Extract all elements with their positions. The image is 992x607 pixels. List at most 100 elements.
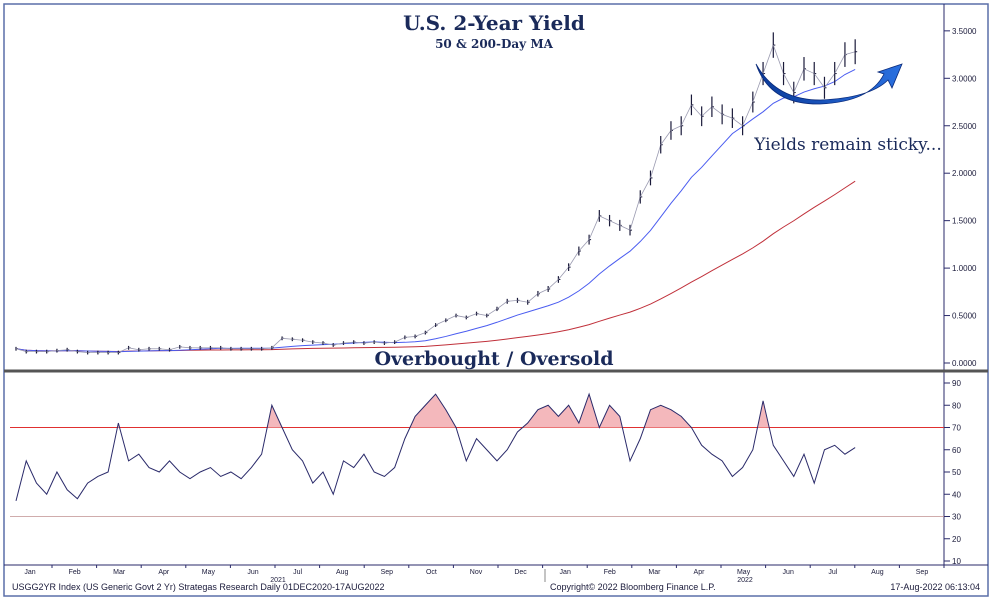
x-axis: Jan Feb Mar Apr May Jun Jul Aug Sep Oct Nov Dec Jan F… (24, 565, 945, 584)
x-month-label: Jun (247, 569, 258, 576)
y-tick-label: 2.5000 (952, 122, 977, 131)
price-connector (527, 293, 539, 303)
rsi-panel: 10 20 30 40 50 60 70 80 90 (10, 379, 961, 566)
price-connector (650, 144, 662, 179)
price-connector (517, 299, 528, 303)
price-connector (742, 101, 754, 126)
x-year-label: 2021 (270, 577, 286, 584)
x-month-label: Apr (158, 569, 170, 576)
price-connector (404, 336, 416, 338)
price-connector (813, 73, 825, 89)
y-tick-label: 0.5000 (952, 312, 977, 321)
x-month-label: Mar (113, 569, 126, 576)
x-month-label: Apr (694, 569, 706, 576)
price-connector (128, 347, 139, 351)
x-month-label: May (737, 569, 751, 576)
x-month-label: Jan (24, 569, 35, 576)
price-connector (46, 350, 57, 353)
price-connector (435, 319, 446, 326)
rsi-y-tick-label: 60 (952, 446, 961, 455)
price-connector (271, 338, 283, 349)
x-month-label: Jun (783, 569, 794, 576)
rsi-y-tick-label: 20 (952, 535, 961, 544)
price-connector (670, 125, 682, 131)
overbought-fill (16, 394, 856, 428)
price-connector (343, 341, 354, 344)
price-connector (568, 250, 580, 268)
price-connector (660, 130, 672, 145)
x-month-label: Nov (470, 569, 483, 576)
x-month-label: Jul (828, 569, 837, 576)
price-connector (333, 342, 344, 346)
footer-source: USGG2YR Index (US Generic Govt 2 Yr) Str… (12, 582, 385, 592)
outer-frame (3, 3, 989, 597)
price-connector (15, 348, 27, 352)
price-connector (220, 347, 231, 350)
price-connector (353, 341, 364, 344)
price-connector (834, 54, 846, 74)
x-month-label: Jul (293, 569, 302, 576)
price-connector (772, 44, 784, 74)
y-tick-label: 2.0000 (952, 169, 977, 178)
price-connector (425, 324, 436, 333)
chart-subtitle: 50 & 200-Day MA (435, 37, 554, 51)
y-tick-label: 1.0000 (952, 264, 977, 273)
price-connector (496, 300, 508, 310)
price-connector (77, 351, 88, 353)
x-month-label: Dec (514, 569, 527, 576)
price-connector (322, 342, 334, 346)
rsi-y-tick-label: 90 (952, 379, 961, 388)
price-connector (374, 341, 385, 344)
price-connector (159, 348, 170, 351)
price-connector (67, 349, 78, 353)
price-connector (711, 106, 723, 115)
rsi-y-tick-label: 30 (952, 513, 961, 522)
x-month-label: Aug (871, 569, 884, 576)
price-connector (803, 68, 815, 74)
y-tick-label: 3.0000 (952, 74, 977, 83)
price-connector (312, 341, 324, 344)
price-connector (414, 332, 426, 337)
price-connector (680, 104, 692, 126)
x-month-label: Aug (336, 569, 349, 576)
price-connector (609, 220, 620, 226)
price-connector (701, 106, 713, 117)
rsi-line (15, 392, 856, 502)
price-connector (118, 347, 129, 353)
rsi-y-tick-label: 70 (952, 424, 961, 433)
rsi-y-tick-label: 40 (952, 490, 961, 499)
price-connector (476, 313, 487, 316)
price-connector (844, 51, 856, 55)
panel-title: Overbought / Oversold (374, 348, 613, 370)
price-connector (721, 113, 733, 119)
x-month-label: Oct (426, 569, 437, 576)
price-connector (619, 225, 631, 231)
price-connector (691, 104, 702, 117)
x-month-label: May (202, 569, 216, 576)
x-year-label: 2022 (737, 577, 753, 584)
price-connector (466, 313, 477, 318)
price-connector (783, 73, 795, 93)
x-month-label: Sep (916, 569, 929, 576)
price-connector (599, 215, 610, 222)
x-month-label: Jan (560, 569, 571, 576)
price-connector (138, 348, 150, 351)
price-connector (629, 196, 641, 231)
yield-panel: 0.0000 0.5000 1.0000 1.5000 2.0000 2.5000 3.00… (15, 27, 977, 368)
rsi-y-tick-label: 50 (952, 468, 961, 477)
x-month-label: Feb (604, 569, 616, 576)
y-tick-label: 3.5000 (952, 27, 977, 36)
price-connector (752, 73, 764, 103)
price-connector (302, 339, 313, 343)
price-connector (588, 215, 600, 240)
rsi-y-tick-label: 80 (952, 401, 961, 410)
y-tick-label: 1.5000 (952, 217, 977, 226)
footer-timestamp: 17-Aug-2022 06:13:04 (890, 582, 980, 592)
price-connector (282, 337, 293, 340)
ma50-line (15, 69, 856, 353)
price-connector (179, 346, 191, 349)
x-month-label: Mar (648, 569, 661, 576)
price-connector (547, 279, 559, 290)
